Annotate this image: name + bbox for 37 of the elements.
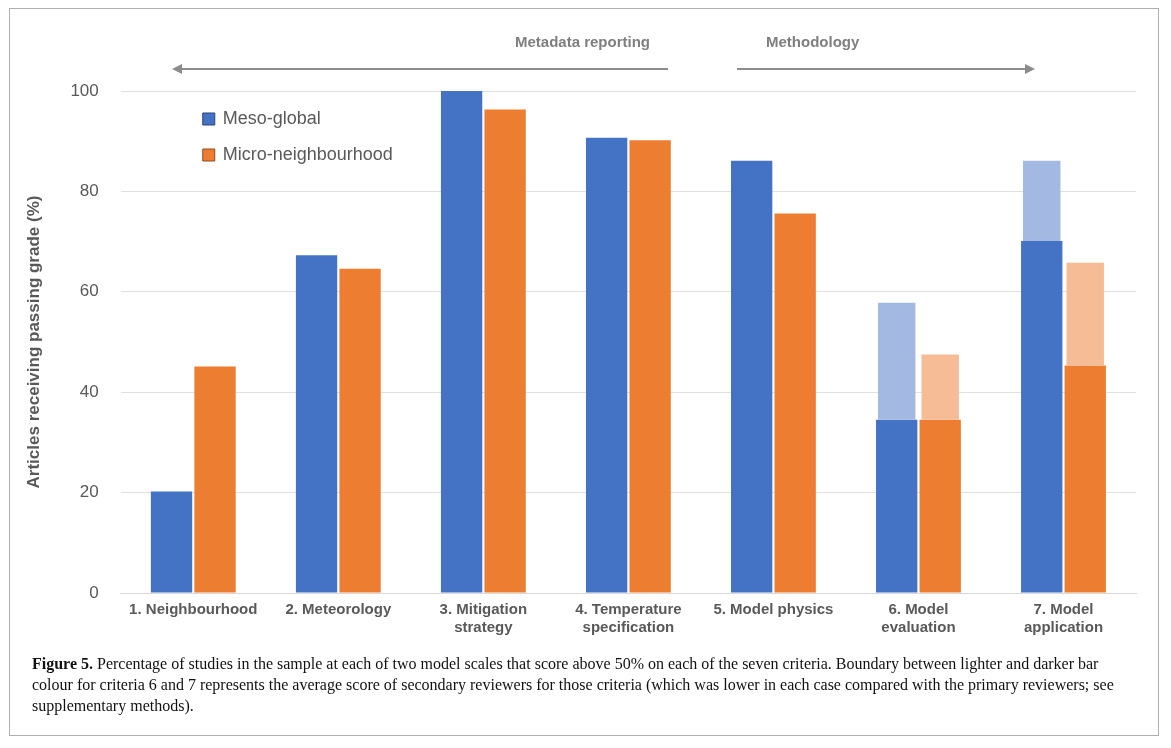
- x-tick-label: 6. Model evaluation: [881, 600, 956, 636]
- bar: [1064, 365, 1106, 593]
- caption: Figure 5. Percentage of studies in the sample at each of two model scales that score above 50% on each of the seven criteria. Boundary between lighter and darker bar colour for criteria 6 and 7 represents the average score of secondary reviewers for those criteria (which was lower in each case compared with the primary reviewers; see supplementary methods).: [32, 654, 1115, 716]
- y-axis-title: Articles receiving passing grade (%): [23, 195, 43, 489]
- y-tick-label: 0: [89, 582, 99, 602]
- y-tick-label: 20: [79, 482, 99, 502]
- bar: [585, 137, 628, 593]
- bar: [774, 213, 816, 593]
- bar: [1021, 241, 1063, 593]
- y-tick-label: 40: [79, 381, 99, 401]
- x-tick-label: 4. Temperature specification: [575, 600, 682, 636]
- text: Metadata reporting: [514, 33, 650, 50]
- bar: [876, 419, 918, 593]
- bar: [919, 419, 961, 593]
- x-tick-label: 3. Mitigation strategy: [439, 600, 528, 636]
- bar: [339, 268, 381, 593]
- x-tick-label: 5. Model physics: [713, 600, 834, 618]
- bar: [484, 109, 526, 593]
- bar: [921, 354, 959, 420]
- bar: [629, 140, 671, 593]
- text: Methodology: [766, 33, 860, 50]
- y-tick-label: 100: [70, 80, 99, 100]
- y-tick-label: 80: [79, 181, 99, 201]
- x-tick-label: 1. Neighbourhood: [129, 600, 258, 618]
- bar: [150, 491, 193, 593]
- bar: [877, 302, 916, 420]
- bar: [730, 160, 773, 593]
- bar: [1023, 160, 1061, 242]
- bar: [1066, 262, 1104, 366]
- bar: [194, 366, 236, 593]
- x-tick-label: 2. Meteorology: [285, 600, 392, 618]
- y-tick-label: 60: [79, 281, 99, 301]
- legend-label: Micro-neighbourhood: [222, 143, 393, 164]
- legend-label: Meso-global: [222, 107, 321, 128]
- bar: [295, 255, 338, 593]
- x-tick-label: 7. Model application: [1023, 600, 1104, 636]
- bar: [440, 91, 483, 593]
